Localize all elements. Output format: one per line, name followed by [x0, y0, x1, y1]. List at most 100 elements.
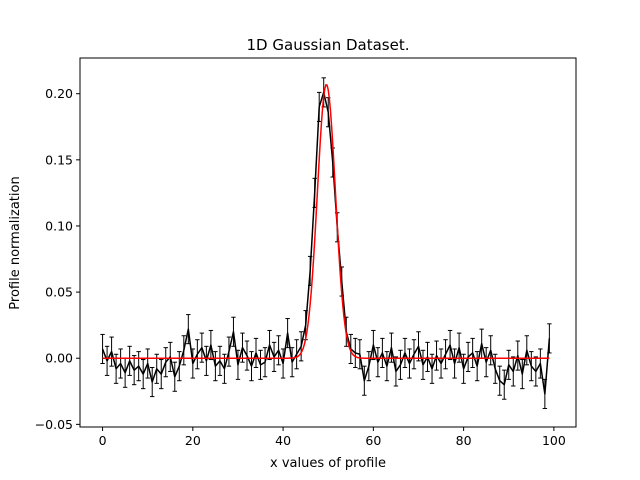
- error-bar: [547, 323, 552, 354]
- error-bar: [154, 353, 159, 384]
- error-bar: [538, 348, 543, 379]
- axes-frame: [79, 57, 577, 428]
- error-bar: [235, 349, 241, 380]
- error-bar: [506, 349, 511, 380]
- error-bar: [280, 348, 286, 379]
- x-tick-label: 100: [542, 433, 566, 448]
- error-bar: [127, 345, 132, 376]
- error-bar: [136, 351, 141, 382]
- error-bar: [271, 341, 277, 372]
- y-tick-label: 0.00: [45, 351, 73, 366]
- x-tick-label: 40: [275, 433, 291, 448]
- y-tick-label: 0.15: [45, 152, 73, 167]
- error-bar: [353, 337, 358, 368]
- error-bar: [289, 347, 295, 378]
- error-bar: [190, 348, 196, 379]
- error-bar: [145, 348, 150, 379]
- error-bar: [402, 337, 408, 368]
- error-bar: [452, 348, 457, 379]
- error-bar: [186, 314, 191, 345]
- error-bar: [150, 366, 155, 398]
- error-bar: [140, 359, 146, 390]
- error-bar: [515, 340, 520, 371]
- error-bar: [461, 353, 466, 384]
- error-bar: [434, 340, 439, 371]
- error-bar: [483, 347, 489, 378]
- error-bar: [456, 332, 462, 363]
- error-bar: [204, 345, 209, 376]
- error-bar: [420, 349, 426, 380]
- error-bar: [398, 349, 403, 380]
- x-axis-label: x values of profile: [270, 456, 386, 471]
- error-bar: [497, 365, 502, 396]
- error-bar: [208, 329, 214, 361]
- error-bar: [109, 336, 114, 367]
- error-bar: [425, 341, 430, 372]
- error-bar: [199, 332, 205, 363]
- y-tick-label: 0.10: [45, 218, 73, 233]
- error-bar: [384, 351, 390, 382]
- error-bar: [195, 339, 200, 370]
- gaussian-fit-line: [102, 83, 550, 359]
- error-bar: [493, 353, 498, 384]
- error-bar: [267, 329, 272, 361]
- error-bar: [411, 339, 417, 370]
- error-bar: [375, 347, 381, 378]
- error-bar: [104, 345, 110, 376]
- y-tick-label: 0.20: [45, 86, 73, 101]
- error-bar: [316, 91, 322, 122]
- error-bar: [294, 339, 299, 370]
- error-bar: [393, 356, 399, 387]
- error-bar: [163, 347, 168, 378]
- error-bar: [389, 332, 394, 363]
- error-bar: [213, 351, 218, 382]
- error-bar: [262, 347, 268, 378]
- error-bar: [118, 348, 123, 379]
- error-bar: [407, 348, 412, 379]
- y-axis: −0.05 0.00 0.05 0.10 0.15 0.20: [35, 86, 80, 432]
- error-bar: [380, 337, 385, 368]
- error-bar: [416, 331, 421, 362]
- error-bar: [172, 361, 177, 392]
- error-bar: [240, 332, 245, 363]
- error-bar: [226, 336, 232, 367]
- x-tick-label: 60: [365, 433, 381, 448]
- error-bar: [131, 355, 137, 386]
- y-axis-label: Profile normalization: [8, 176, 23, 309]
- error-bar: [470, 337, 475, 368]
- x-axis: 0 20 40 60 80 100: [99, 427, 566, 448]
- x-tick-label: 20: [185, 433, 201, 448]
- error-bar: [429, 353, 435, 384]
- error-bar: [511, 356, 516, 387]
- error-bar: [520, 359, 525, 390]
- error-bar: [231, 316, 236, 347]
- x-tick-label: 80: [456, 433, 472, 448]
- error-bar: [438, 348, 444, 379]
- error-bar: [447, 329, 453, 361]
- error-bar: [443, 339, 448, 370]
- error-bar: [100, 333, 105, 365]
- x-tick-label: 0: [99, 433, 107, 448]
- error-bar: [348, 333, 353, 365]
- error-bar: [258, 349, 263, 380]
- error-bar: [217, 345, 223, 376]
- error-bar: [542, 378, 548, 409]
- error-bar: [222, 353, 227, 384]
- error-bar: [524, 335, 530, 366]
- error-bar: [244, 340, 250, 371]
- error-bar: [366, 351, 372, 382]
- error-bar: [533, 356, 539, 387]
- error-bar: [113, 353, 119, 384]
- error-bar: [285, 318, 290, 349]
- error-bar: [249, 351, 254, 382]
- y-tick-label: 0.05: [45, 285, 73, 300]
- error-bar: [371, 329, 376, 361]
- error-bar: [502, 369, 507, 400]
- error-bar: [298, 331, 304, 362]
- error-bar: [465, 341, 471, 372]
- error-bar: [529, 351, 534, 382]
- chart-title: 1D Gaussian Dataset.: [247, 36, 410, 54]
- error-bar: [253, 337, 259, 368]
